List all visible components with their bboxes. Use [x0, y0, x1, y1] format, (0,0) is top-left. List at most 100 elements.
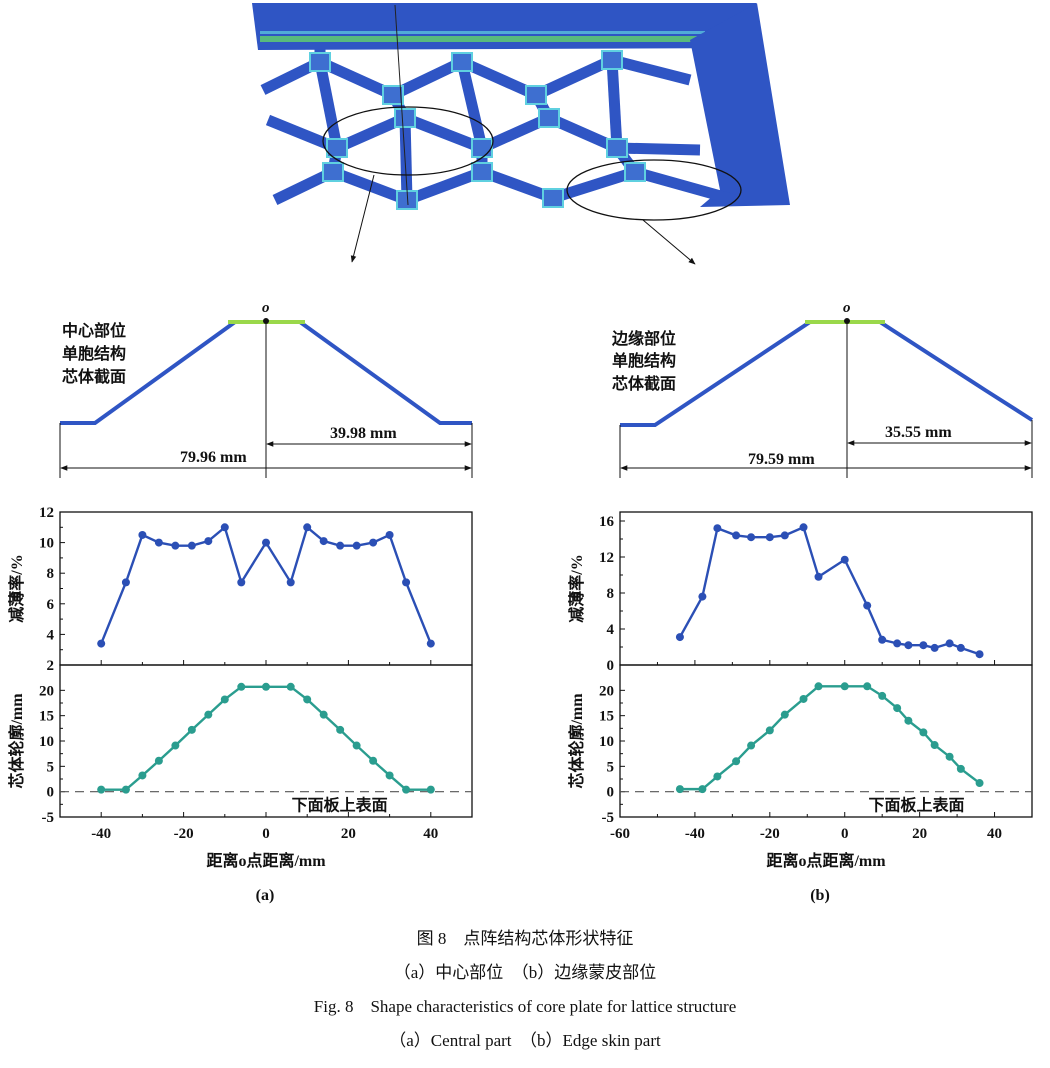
data-point: [154, 756, 163, 765]
section-label-b-1: 边缘部位: [611, 329, 676, 348]
origin-label-a: o: [262, 300, 270, 316]
data-point: [840, 555, 849, 564]
data-point: [187, 541, 196, 550]
y-tick-label: 0: [47, 785, 55, 801]
data-point: [863, 682, 872, 691]
x-tick-label: -20: [174, 826, 194, 842]
data-point: [732, 531, 741, 540]
plot-frame: [59, 511, 473, 666]
cross-section-a: o 中心部位 单胞结构 芯体截面 39.98 mm 79.96 mm: [59, 300, 473, 478]
data-point: [138, 771, 147, 780]
data-point: [262, 682, 270, 691]
data-point: [840, 682, 849, 691]
data-point: [904, 716, 913, 725]
edge-region-ellipse: [566, 159, 742, 221]
y-tick-label: 10: [599, 734, 614, 750]
lattice-strut: [334, 112, 408, 154]
lattice-node: [394, 108, 416, 128]
half-dim-b: 35.55 mm: [885, 424, 952, 441]
data-point: [698, 785, 707, 794]
y-tick-label: -5: [602, 810, 615, 826]
lattice-node: [382, 85, 404, 105]
charts: 2 4 6 8 10 12 减薄率/% -5 0 5 10 15 20 芯体轮廓/mm 下面板上表面 -40 -…: [7, 505, 1033, 870]
subcaption-cn: （a）中心部位 （b）边缘蒙皮部位: [394, 963, 657, 982]
data-point: [919, 641, 928, 650]
y-tick-label: 6: [47, 597, 55, 613]
lattice-strut: [403, 112, 484, 154]
data-point: [97, 785, 106, 794]
y-tick-label: 10: [39, 536, 54, 552]
data-point: [121, 785, 130, 794]
data-point: [336, 541, 345, 550]
data-point: [814, 572, 823, 581]
data-point: [336, 725, 345, 734]
x-tick-label: 40: [423, 826, 438, 842]
chart-b: 0 4 8 12 16 减薄率/% -5 0 5 10 15 20 芯体轮廓/mm 下面板上表面 -60 -4…: [567, 511, 1033, 870]
lattice-strut: [480, 166, 555, 204]
lattice-strut: [606, 59, 623, 149]
data-point: [878, 635, 887, 644]
data-point: [385, 771, 394, 780]
y-axis-title: 芯体轮廓/mm: [567, 693, 586, 789]
y-tick-label: 20: [39, 683, 54, 699]
data-point: [713, 524, 722, 533]
y-tick-label: 8: [607, 586, 615, 602]
data-point: [747, 533, 756, 542]
caption-cn: 图 8 点阵结构芯体形状特征: [417, 929, 634, 948]
data-point: [369, 538, 378, 547]
data-point: [369, 756, 378, 765]
data-point: [426, 639, 435, 648]
lattice-strut: [633, 166, 737, 206]
data-point: [121, 578, 130, 587]
x-tick-label: 0: [262, 826, 270, 842]
data-point: [171, 741, 180, 750]
y-tick-label: 12: [39, 505, 54, 521]
data-point: [303, 695, 312, 704]
data-point: [893, 639, 902, 648]
fem-lattice-image: [252, 3, 790, 265]
data-point: [956, 643, 965, 652]
data-point: [204, 710, 213, 719]
central-region-ellipse: [322, 106, 494, 176]
data-point: [237, 682, 246, 691]
y-tick-label: 15: [599, 709, 614, 725]
panel-label-b: (b): [810, 887, 830, 904]
x-tick-label: -60: [610, 826, 630, 842]
origin-label-b: o: [843, 300, 851, 316]
data-point: [154, 538, 163, 547]
data-point: [675, 785, 684, 794]
data-point: [780, 710, 789, 719]
lattice-node: [606, 138, 628, 158]
arrow-to-b: [642, 219, 696, 265]
series-line: [678, 525, 980, 656]
y-tick-label: 4: [607, 622, 615, 638]
lattice-strut: [390, 57, 465, 100]
lattice-strut: [314, 60, 343, 150]
data-point: [799, 694, 808, 703]
data-point: [352, 741, 361, 750]
data-point: [975, 650, 984, 659]
lattice-strut: [405, 166, 484, 206]
lattice-strut: [456, 60, 488, 150]
y-axis-title: 芯体轮廓/mm: [7, 693, 26, 789]
data-point: [204, 537, 213, 546]
data-point: [893, 704, 902, 713]
data-point: [698, 592, 707, 601]
x-tick-label: 20: [341, 826, 356, 842]
lattice-strut: [459, 56, 539, 101]
data-point: [402, 578, 411, 587]
data-point: [286, 578, 295, 587]
section-label-a-1: 中心部位: [62, 321, 126, 340]
data-point: [780, 531, 789, 540]
data-point: [352, 541, 361, 550]
lattice-node: [322, 162, 344, 182]
x-tick-label: 40: [987, 826, 1002, 842]
arrow-to-a: [350, 174, 375, 263]
x-axis-title: 距离o点距离/mm: [766, 851, 886, 870]
lattice-strut: [533, 55, 615, 100]
plot-frame: [619, 664, 1033, 818]
section-label-a-3: 芯体截面: [62, 367, 126, 386]
data-point: [765, 726, 774, 735]
data-point: [713, 772, 722, 781]
section-label-b-2: 单胞结构: [612, 351, 676, 370]
